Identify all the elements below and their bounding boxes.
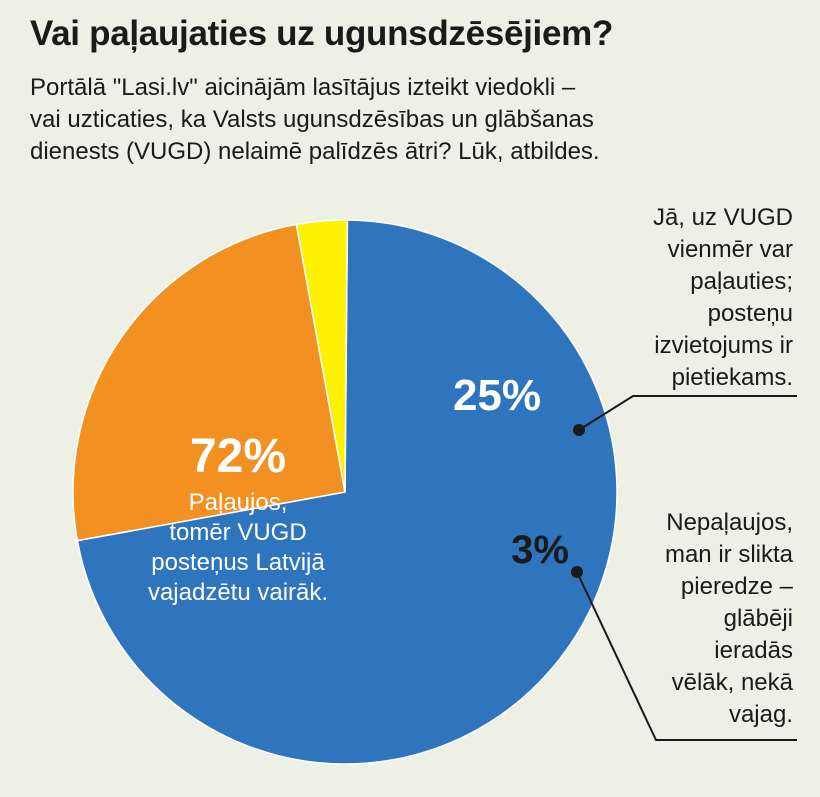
- slice-label-line: glābēji: [724, 605, 793, 632]
- leader-lines: [571, 395, 797, 741]
- slice-label-line: tomēr VUGD: [169, 519, 306, 546]
- slice-label-line: pieredze –: [681, 573, 794, 600]
- slice-label-line: vajag.: [729, 701, 793, 728]
- pie-slices: [72, 219, 618, 765]
- subtitle-line: vai uzticaties, ka Valsts ugunsdzēsības …: [30, 106, 594, 133]
- slice-label-line: vajadzētu vairāk.: [148, 579, 328, 606]
- slice-label-line: posteņu: [708, 300, 793, 327]
- leader-dot: [573, 424, 585, 436]
- slice-label-line: posteņus Latvijā: [151, 549, 325, 576]
- leader-line: [578, 395, 797, 431]
- slice-label-line: pietiekams.: [672, 364, 793, 391]
- slice-label-line: Nepaļaujos,: [666, 509, 793, 536]
- pie-slice: [295, 219, 349, 493]
- slice-labels: 72% Paļaujos, tomēr VUGD posteņus Latvijā va…: [148, 204, 794, 728]
- subtitle-line: dienests (VUGD) nelaimē palīdzēs ātri? L…: [30, 138, 600, 165]
- page-subtitle: Portālā "Lasi.lv" aicinājām lasītājus iz…: [30, 72, 790, 168]
- slice-label-line: izvietojums ir: [654, 332, 793, 359]
- slice-label-line: ieradās: [714, 637, 793, 664]
- slice-value-label: 25%: [453, 371, 541, 420]
- pie-slice: [72, 223, 346, 542]
- slice-label-line: Jā, uz VUGD: [653, 204, 793, 231]
- page-title: Vai paļaujaties uz ugunsdzēsējiem?: [30, 14, 614, 53]
- slice-label-line: paļauties;: [690, 268, 793, 295]
- slice-label-line: vēlāk, nekā: [672, 669, 794, 696]
- leader-dot: [571, 566, 583, 578]
- pie-slice: [76, 219, 618, 765]
- slice-label-line: Paļaujos,: [189, 489, 288, 516]
- slice-label-line: man ir slikta: [665, 541, 794, 568]
- slice-label-line: vienmēr var: [668, 236, 793, 263]
- subtitle-line: Portālā "Lasi.lv" aicinājām lasītājus iz…: [30, 74, 576, 101]
- slice-value-label: 3%: [511, 528, 569, 572]
- leader-line: [576, 571, 797, 741]
- slice-value-label: 72%: [190, 430, 286, 483]
